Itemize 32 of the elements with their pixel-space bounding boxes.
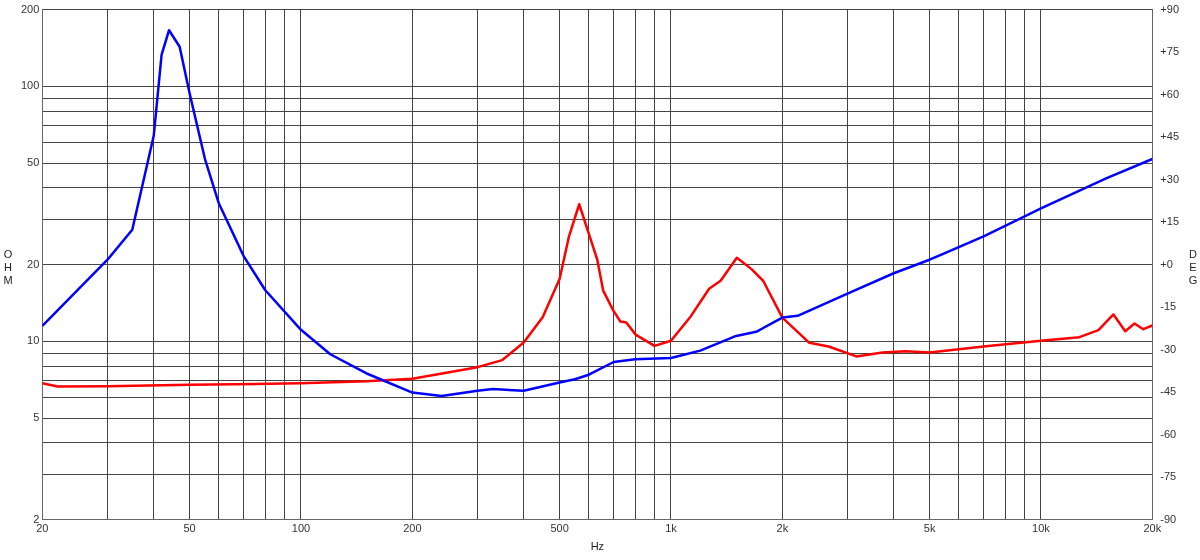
x-tick-label: 200: [403, 522, 422, 535]
y2-tick-label: -30: [1160, 342, 1177, 355]
y2-tick-label: +30: [1160, 172, 1180, 185]
y2-tick-label: -15: [1160, 300, 1177, 313]
y2-tick-label: +0: [1160, 257, 1173, 270]
y-tick-label: 100: [20, 79, 40, 92]
y-tick-label: 5: [33, 411, 40, 424]
x-tick-label: 5k: [923, 522, 936, 535]
x-tick-label: 500: [550, 522, 569, 535]
x-tick-label: 50: [183, 522, 196, 535]
y2-tick-label: +45: [1160, 130, 1180, 143]
x-axis-title: Hz: [590, 540, 605, 553]
x-tick-label: 10k: [1032, 522, 1051, 535]
x-tick-label: 20k: [1143, 522, 1162, 535]
y-tick-label: 20: [27, 257, 40, 270]
y2-tick-label: +90: [1160, 2, 1180, 15]
x-tick-label: 1k: [665, 522, 678, 535]
y2-tick-label: -90: [1160, 512, 1177, 525]
x-tick-label: 100: [291, 522, 311, 535]
y-axis-title: OHM: [2, 248, 14, 287]
y-tick-label: 200: [20, 2, 40, 15]
y2-tick-label: +15: [1160, 215, 1180, 228]
y-tick-label: 50: [27, 156, 40, 169]
x-tick-label: 2k: [776, 522, 789, 535]
y2-tick-label: +75: [1160, 45, 1180, 58]
y2-tick-label: -75: [1160, 470, 1177, 483]
y2-tick-label: -60: [1160, 427, 1177, 440]
y2-axis-title: DEG: [1187, 248, 1199, 287]
y2-tick-label: +60: [1160, 87, 1180, 100]
y2-tick-label: -45: [1160, 385, 1177, 398]
y-tick-label: 2: [33, 512, 40, 525]
y-tick-label: 10: [27, 334, 40, 347]
